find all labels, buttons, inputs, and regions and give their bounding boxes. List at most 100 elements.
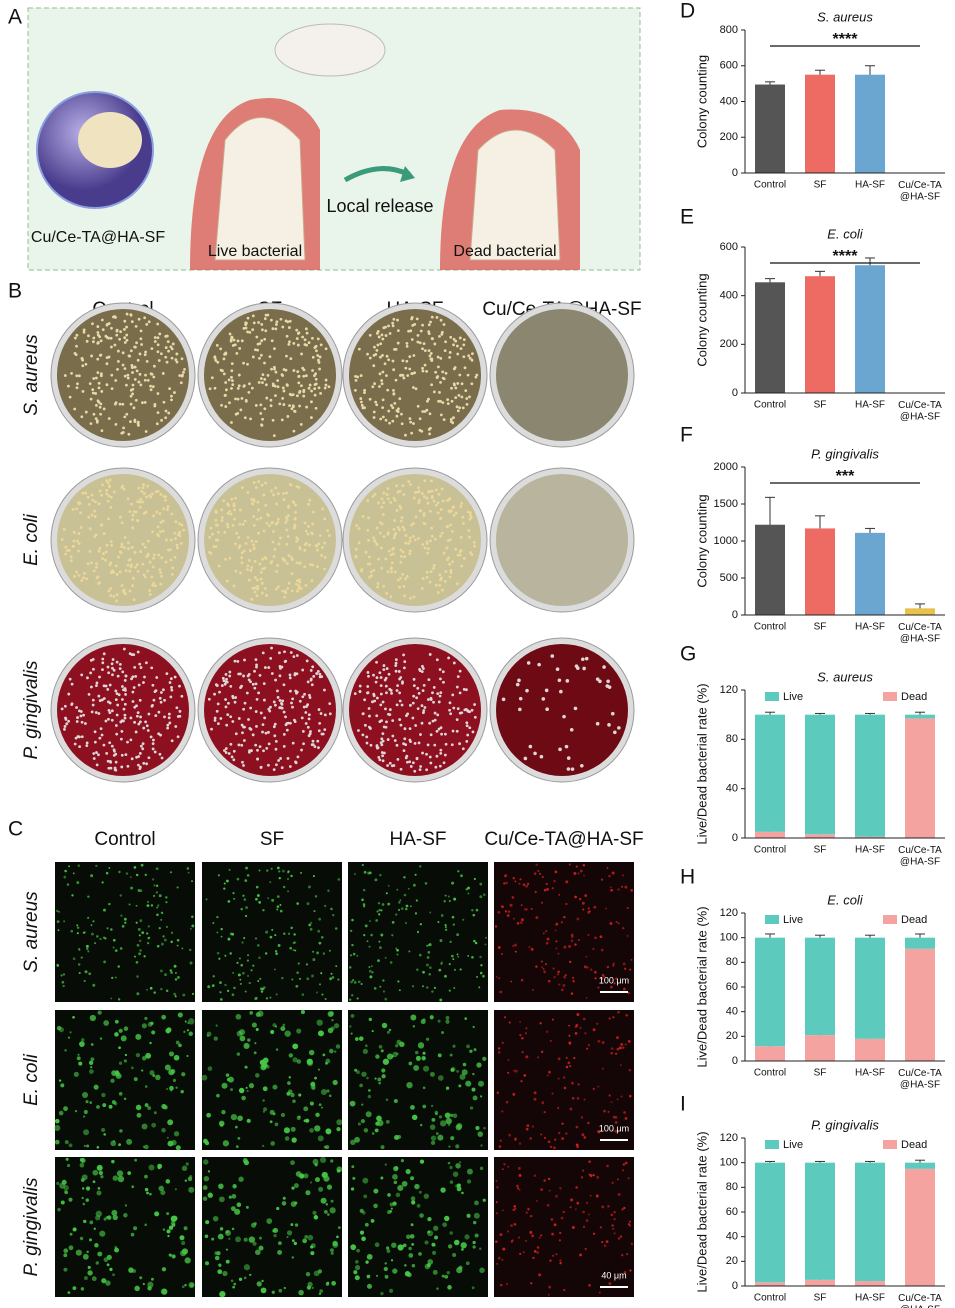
cell bbox=[615, 977, 618, 980]
colony bbox=[436, 713, 440, 717]
cell bbox=[507, 910, 511, 913]
cell bbox=[549, 1259, 552, 1262]
cell bbox=[430, 1140, 436, 1145]
colony bbox=[387, 358, 391, 362]
cell bbox=[188, 1281, 195, 1288]
colony bbox=[468, 710, 472, 714]
cell bbox=[83, 1109, 88, 1115]
cell bbox=[266, 869, 269, 872]
cell bbox=[447, 1285, 452, 1290]
colony bbox=[265, 521, 269, 525]
cell bbox=[385, 1120, 390, 1124]
cell bbox=[279, 909, 283, 913]
significance-label: *** bbox=[836, 468, 855, 485]
cell bbox=[233, 986, 236, 990]
cell bbox=[371, 1029, 374, 1033]
cell bbox=[411, 985, 415, 988]
cell bbox=[564, 974, 567, 977]
colony bbox=[428, 580, 432, 584]
colony bbox=[317, 386, 321, 390]
colony bbox=[67, 719, 70, 723]
colony bbox=[459, 505, 463, 508]
colony bbox=[72, 539, 76, 543]
cell bbox=[310, 921, 313, 924]
cell bbox=[54, 1124, 61, 1131]
cell bbox=[363, 1128, 369, 1133]
colony bbox=[240, 397, 244, 400]
colony bbox=[425, 768, 429, 772]
cell bbox=[541, 1101, 545, 1105]
colony bbox=[421, 689, 425, 693]
cell bbox=[130, 1232, 135, 1237]
colony bbox=[249, 569, 253, 572]
colony bbox=[281, 397, 285, 400]
cell bbox=[509, 903, 513, 907]
cell bbox=[427, 950, 431, 954]
cell bbox=[442, 1222, 448, 1228]
colony bbox=[255, 724, 258, 728]
cell bbox=[389, 1288, 394, 1293]
colony bbox=[168, 387, 171, 391]
cell bbox=[555, 940, 558, 943]
colony bbox=[97, 694, 101, 698]
cell bbox=[56, 909, 59, 913]
x-tick-label: SF bbox=[814, 845, 827, 856]
colony bbox=[388, 687, 392, 691]
colony bbox=[297, 331, 301, 335]
cell bbox=[622, 962, 626, 966]
colony bbox=[297, 584, 301, 588]
colony bbox=[562, 714, 566, 719]
panel-label: B bbox=[8, 280, 22, 303]
colony bbox=[395, 703, 399, 707]
cell bbox=[560, 988, 564, 992]
colony bbox=[408, 367, 412, 371]
cell bbox=[367, 1094, 372, 1099]
colony bbox=[430, 534, 434, 538]
colony bbox=[422, 709, 426, 712]
colony bbox=[282, 744, 286, 748]
colony bbox=[114, 689, 118, 693]
colony bbox=[94, 533, 98, 537]
cell bbox=[123, 917, 127, 921]
cell bbox=[521, 1037, 524, 1040]
cell bbox=[350, 1032, 353, 1035]
cell bbox=[568, 863, 572, 866]
colony bbox=[310, 389, 313, 393]
colony bbox=[258, 342, 262, 345]
colony bbox=[236, 397, 240, 401]
cell bbox=[260, 1064, 267, 1071]
colony bbox=[68, 395, 72, 399]
colony bbox=[389, 595, 393, 599]
colony bbox=[130, 364, 134, 367]
colony bbox=[230, 335, 234, 339]
cell bbox=[261, 1279, 264, 1283]
cell bbox=[582, 1225, 586, 1229]
colony bbox=[372, 353, 376, 357]
colony bbox=[237, 373, 241, 377]
colony bbox=[400, 516, 404, 519]
colony bbox=[156, 350, 160, 354]
cell bbox=[374, 1242, 380, 1248]
colony bbox=[403, 594, 407, 598]
cell bbox=[480, 1144, 483, 1147]
colony bbox=[251, 502, 254, 506]
colony bbox=[441, 376, 445, 380]
bar bbox=[905, 608, 935, 615]
colony bbox=[462, 557, 466, 560]
colony bbox=[136, 711, 140, 714]
cell bbox=[575, 1186, 578, 1189]
colony bbox=[101, 328, 105, 332]
colony bbox=[167, 716, 171, 720]
cell bbox=[118, 1046, 121, 1050]
colony bbox=[318, 355, 322, 359]
colony bbox=[80, 579, 84, 582]
colony bbox=[70, 682, 74, 686]
mouse bbox=[274, 23, 386, 77]
colony bbox=[159, 520, 163, 524]
colony bbox=[248, 330, 252, 334]
cell bbox=[437, 1053, 442, 1058]
cell bbox=[429, 1071, 435, 1077]
colony bbox=[133, 378, 137, 381]
colony bbox=[140, 343, 144, 346]
colony bbox=[380, 497, 384, 501]
